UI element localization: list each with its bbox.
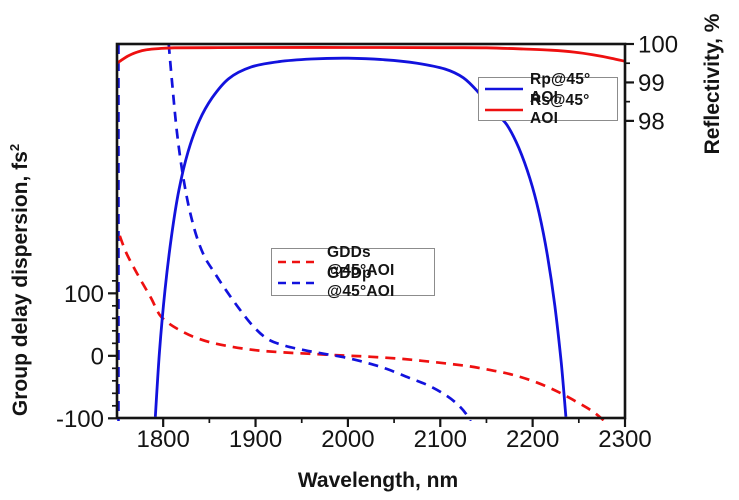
- legend-reflectivity: Rp@45° AOI Rs@45° AOI: [478, 71, 618, 127]
- plot-frame: [115, 42, 627, 420]
- svg-text:2000: 2000: [321, 426, 374, 453]
- legend-item-gddp: GDDp @45°AOI: [278, 265, 428, 300]
- svg-text:100: 100: [64, 281, 104, 308]
- y-right-axis-title: Reflectivity, %: [701, 13, 724, 155]
- svg-text:2300: 2300: [598, 426, 651, 453]
- rs-line-sample-icon: [485, 108, 523, 111]
- x-axis-title: Wavelength, nm: [297, 469, 459, 492]
- gddp-line-sample-icon: [278, 281, 320, 284]
- svg-text:2200: 2200: [506, 426, 559, 453]
- y-left-axis-title-text: Group delay dispersion, fs: [9, 151, 32, 417]
- svg-text:99: 99: [638, 70, 665, 97]
- y-left-axis-title: Group delay dispersion, fs2: [7, 144, 33, 416]
- legend-label-rp: Rp@45° AOI: [530, 70, 591, 106]
- svg-text:1900: 1900: [229, 426, 282, 453]
- legend-item-rs: Rs@45° AOI: [485, 92, 611, 127]
- legend-item-gdds: GDDs @45°AOI: [278, 244, 428, 279]
- series-Rp: [153, 56, 568, 417]
- legend-gdd: GDDs @45°AOI GDDp @45°AOI: [271, 244, 435, 300]
- y-left-axis-title-sup: 2: [7, 143, 22, 152]
- svg-text:100: 100: [638, 32, 678, 59]
- legend-item-rp: Rp@45° AOI: [485, 71, 611, 106]
- svg-text:2100: 2100: [414, 426, 467, 453]
- legend-label-gddp: GDDp @45°AOI: [327, 264, 395, 300]
- curve-layer: [116, 43, 626, 421]
- svg-text:-100: -100: [56, 406, 104, 433]
- axis-tick-labels: 1800 1900 2000 2100 2200 2300 100 0 -100 100 99 98: [56, 32, 678, 454]
- legend-label-gdds: GDDs @45°AOI: [327, 243, 395, 279]
- svg-text:98: 98: [638, 108, 665, 135]
- series-Rs: [116, 46, 626, 65]
- series-GDDp: [167, 43, 472, 421]
- legend-label-rs: Rs@45° AOI: [530, 91, 590, 127]
- gdds-line-sample-icon: [278, 260, 320, 263]
- svg-text:1800: 1800: [136, 426, 189, 453]
- svg-text:0: 0: [91, 343, 104, 370]
- rp-line-sample-icon: [485, 87, 523, 90]
